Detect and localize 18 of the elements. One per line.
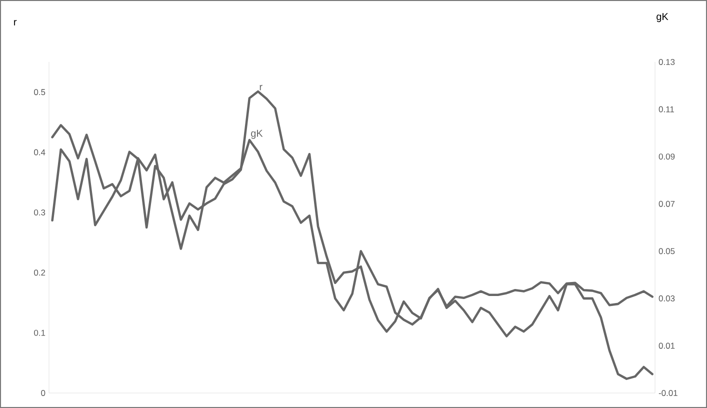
y2-tick-label: 0.01 xyxy=(658,342,675,349)
y-tick-label: 0.2 xyxy=(34,270,46,276)
y-tick-label: 0 xyxy=(41,390,46,396)
y-axis-title: r xyxy=(14,20,17,26)
y2-axis-title: gK xyxy=(656,13,668,22)
y-tick-label: 0.3 xyxy=(34,209,46,216)
y2-tick-label: 0.07 xyxy=(658,200,675,207)
series-label: gK xyxy=(251,130,263,139)
series-label: r xyxy=(260,84,262,90)
y2-tick-label: 0.05 xyxy=(658,248,675,254)
y-tick-label: 0.4 xyxy=(34,149,46,156)
y2-tick-label: 0.03 xyxy=(658,295,675,302)
y-tick-label: 0.1 xyxy=(34,330,46,336)
y2-tick-label: 0.09 xyxy=(658,154,675,160)
y2-tick-label: -0.01 xyxy=(658,390,678,396)
y-tick-label: 0.5 xyxy=(34,89,46,96)
y2-tick-label: 0.13 xyxy=(658,59,675,65)
y2-tick-label: 0.11 xyxy=(658,106,674,112)
